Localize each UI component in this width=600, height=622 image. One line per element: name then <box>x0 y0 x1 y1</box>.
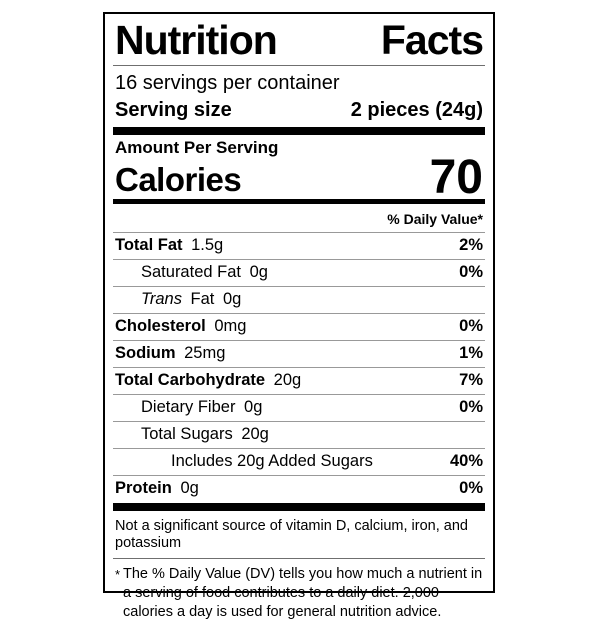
nutrient-amount: 0g <box>180 479 199 498</box>
label-title: Nutrition Facts <box>113 17 485 63</box>
nutrient-name-italic: Trans <box>141 290 182 309</box>
nutrient-name: Total Carbohydrate <box>115 371 266 390</box>
nutrient-amount: 20g <box>241 425 269 444</box>
row-sodium: Sodium 25mg 1% <box>113 340 485 367</box>
serving-size-row: Serving size 2 pieces (24g) <box>113 96 485 126</box>
nutrient-name: Protein <box>115 479 172 498</box>
nutrient-amount: 0g <box>244 398 263 417</box>
row-total-carbohydrate: Total Carbohydrate 20g 7% <box>113 367 485 394</box>
title-word-nutrition: Nutrition <box>115 17 278 63</box>
nutrient-amount: 20g <box>273 371 302 390</box>
nutrient-name: Cholesterol <box>115 317 206 336</box>
row-dietary-fiber: Dietary Fiber 0g 0% <box>113 394 485 421</box>
footnote-divider <box>113 558 485 560</box>
nutrient-name: Total Fat <box>115 236 183 255</box>
nutrient-dv: 1% <box>459 344 483 363</box>
row-total-fat: Total Fat 1.5g 2% <box>113 232 485 259</box>
section-bar-medium <box>113 199 485 205</box>
section-bar-thick <box>113 127 485 136</box>
section-bar-bottom <box>113 503 485 512</box>
nutrient-dv: 0% <box>459 317 483 336</box>
not-significant-note: Not a significant source of vitamin D, c… <box>115 518 468 552</box>
nutrient-amount: 0g <box>222 290 242 309</box>
title-word-facts: Facts <box>380 17 484 63</box>
row-protein: Protein 0g 0% <box>113 475 485 502</box>
serving-size-value: 2 pieces (24g) <box>350 99 483 122</box>
amount-per-serving-label: Amount Per Serving <box>115 138 279 158</box>
row-trans-fat: Trans Fat 0g <box>113 286 485 313</box>
nutrient-dv: 0% <box>459 263 483 282</box>
nutrient-dv: 0% <box>459 398 483 417</box>
nutrient-amount: 0g <box>249 263 268 282</box>
nutrient-name: Total Sugars <box>141 425 233 444</box>
nutrient-name: Includes 20g Added Sugars <box>171 452 373 471</box>
nutrient-amount: 0mg <box>214 317 247 336</box>
calories-row: Calories 70 <box>113 150 485 204</box>
nutrient-dv: 0% <box>459 479 483 498</box>
nutrient-name: Saturated Fat <box>141 263 241 282</box>
row-cholesterol: Cholesterol 0mg 0% <box>113 313 485 340</box>
calories-value: 70 <box>429 150 483 204</box>
nutrient-dv: 40% <box>449 452 483 471</box>
daily-value-footnote: * The % Daily Value (DV) tells you how m… <box>113 563 485 622</box>
nutrient-amount: 25mg <box>184 344 226 363</box>
footnote-text: The % Daily Value (DV) tells you how muc… <box>123 566 483 621</box>
daily-value-header: % Daily Value* <box>387 211 483 228</box>
nutrient-rows: Total Fat 1.5g 2% Saturated Fat 0g 0% Tr… <box>113 232 485 502</box>
footnote-asterisk: * <box>115 567 121 583</box>
nutrition-facts-label: Nutrition Facts 16 servings per containe… <box>103 12 495 620</box>
nutrient-dv: 2% <box>459 236 483 255</box>
title-divider <box>113 65 485 67</box>
nutrient-amount: 1.5g <box>191 236 224 255</box>
serving-size-label: Serving size <box>115 99 232 122</box>
row-saturated-fat: Saturated Fat 0g 0% <box>113 259 485 286</box>
calories-label: Calories <box>115 160 242 198</box>
nutrient-name: Sodium <box>115 344 176 363</box>
nutrient-name: Fat <box>190 290 215 309</box>
servings-per-container: 16 servings per container <box>115 72 340 95</box>
nutrient-name: Dietary Fiber <box>141 398 236 417</box>
row-added-sugars: Includes 20g Added Sugars 40% <box>113 448 485 475</box>
nutrient-dv: 7% <box>459 371 483 390</box>
row-total-sugars: Total Sugars 20g <box>113 421 485 448</box>
